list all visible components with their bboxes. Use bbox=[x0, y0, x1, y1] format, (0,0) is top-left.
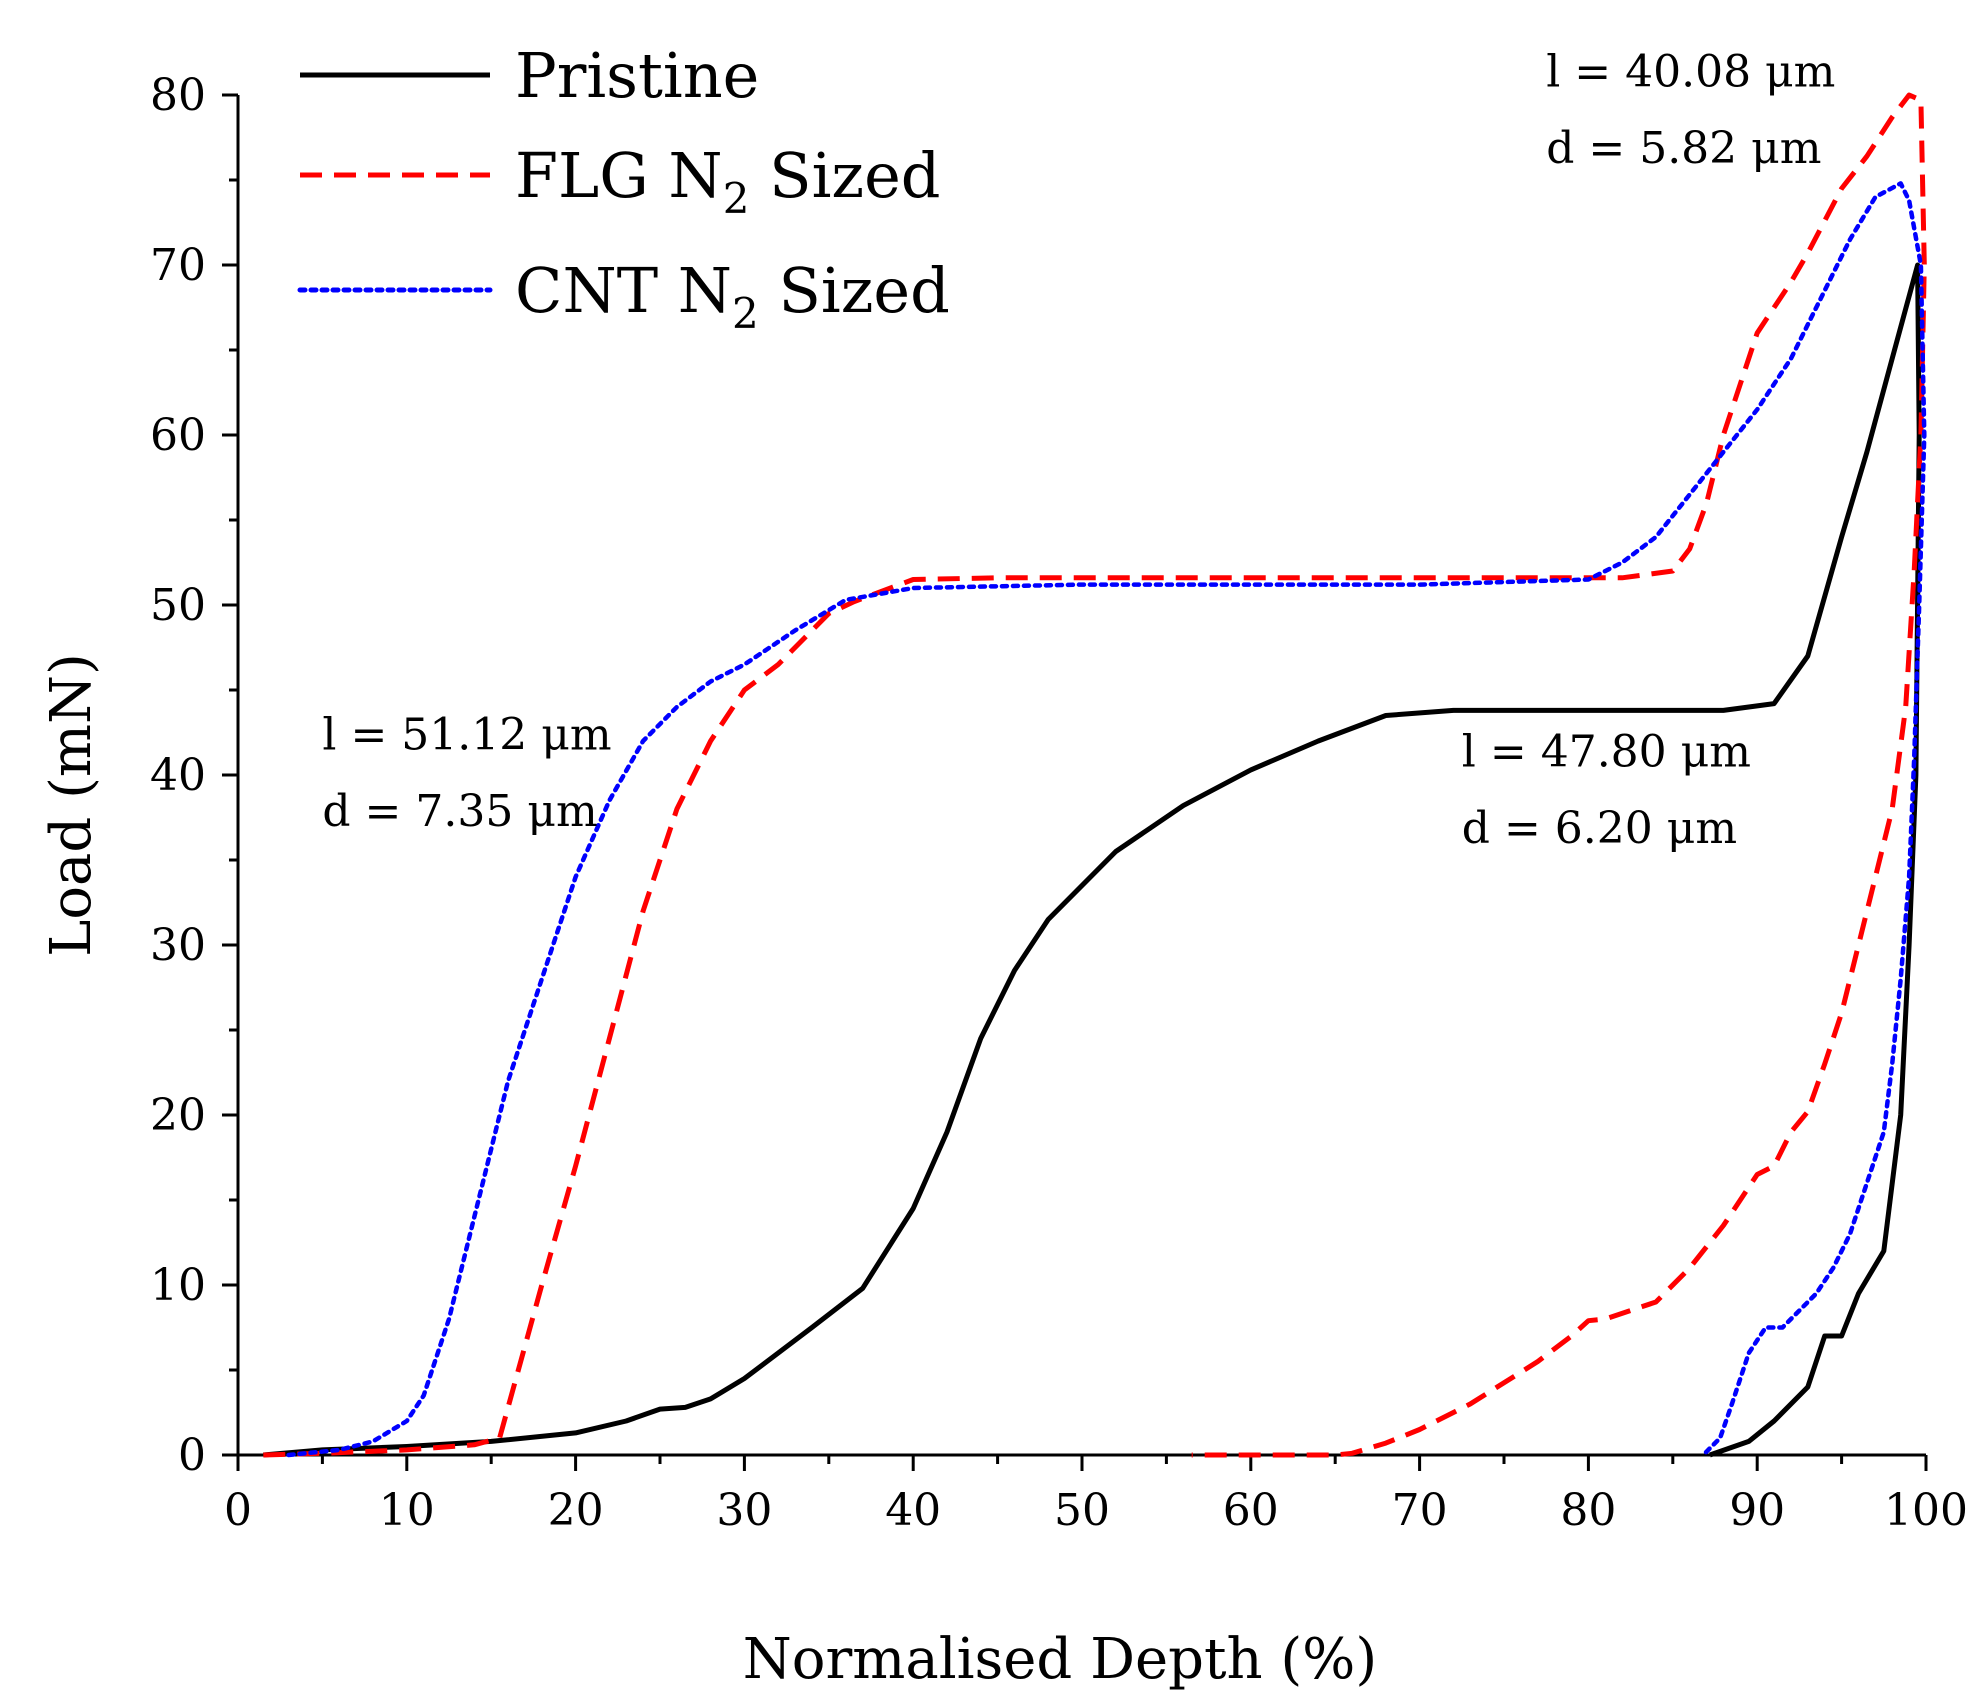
series-line-pristine bbox=[263, 262, 1922, 1458]
axes: 0 10 20 30 40 50 60 70 80 90 100 0 10 20 30 40 50 60 70 80 bbox=[150, 70, 1968, 1536]
x-tick-label: 0 bbox=[224, 1485, 252, 1536]
annotation-label: d = 5.82 μm bbox=[1546, 123, 1821, 174]
x-tick-label: 100 bbox=[1884, 1485, 1968, 1536]
y-tick-label: 50 bbox=[150, 580, 206, 631]
x-axis-title: Normalised Depth (%) bbox=[743, 1627, 1377, 1692]
y-tick-label: 10 bbox=[150, 1260, 206, 1311]
x-tick-label: 90 bbox=[1729, 1485, 1785, 1536]
x-tick-label: 30 bbox=[716, 1485, 772, 1536]
x-tick-label: 50 bbox=[1054, 1485, 1110, 1536]
x-tick-label: 10 bbox=[379, 1485, 435, 1536]
x-tick-label: 80 bbox=[1560, 1485, 1616, 1536]
y-tick-label: 30 bbox=[150, 920, 206, 971]
y-axis-title: Load (mN) bbox=[39, 653, 104, 957]
y-tick-label: 40 bbox=[150, 750, 206, 801]
x-tick-label: 40 bbox=[885, 1485, 941, 1536]
x-tick-label: 70 bbox=[1392, 1485, 1448, 1536]
annotation-label: d = 6.20 μm bbox=[1462, 803, 1737, 854]
legend-label: FLG N2 Sized bbox=[515, 139, 940, 223]
annotation-label: d = 7.35 μm bbox=[322, 786, 597, 837]
x-tick-label: 20 bbox=[548, 1485, 604, 1536]
legend-label: Pristine bbox=[515, 39, 759, 112]
series-layer bbox=[263, 92, 1927, 1458]
annotation-label: l = 47.80 μm bbox=[1462, 727, 1751, 778]
series-line-cnt bbox=[286, 181, 1927, 1458]
annotation-layer: l = 51.12 μm d = 7.35 μm l = 47.80 μm d = 6… bbox=[322, 47, 1835, 855]
y-tick-label: 0 bbox=[178, 1430, 206, 1481]
annotation-label: l = 40.08 μm bbox=[1546, 47, 1835, 98]
legend-label: CNT N2 Sized bbox=[515, 254, 950, 338]
y-tick-label: 70 bbox=[150, 240, 206, 291]
annotation-label: l = 51.12 μm bbox=[322, 710, 611, 761]
x-tick-label: 60 bbox=[1223, 1485, 1279, 1536]
legend: Pristine FLG N2 Sized CNT N2 Sized bbox=[297, 39, 950, 338]
y-tick-label: 80 bbox=[150, 70, 206, 121]
y-tick-label: 60 bbox=[150, 410, 206, 461]
y-tick-label: 20 bbox=[150, 1090, 206, 1141]
series-line-flg bbox=[263, 92, 1927, 1458]
